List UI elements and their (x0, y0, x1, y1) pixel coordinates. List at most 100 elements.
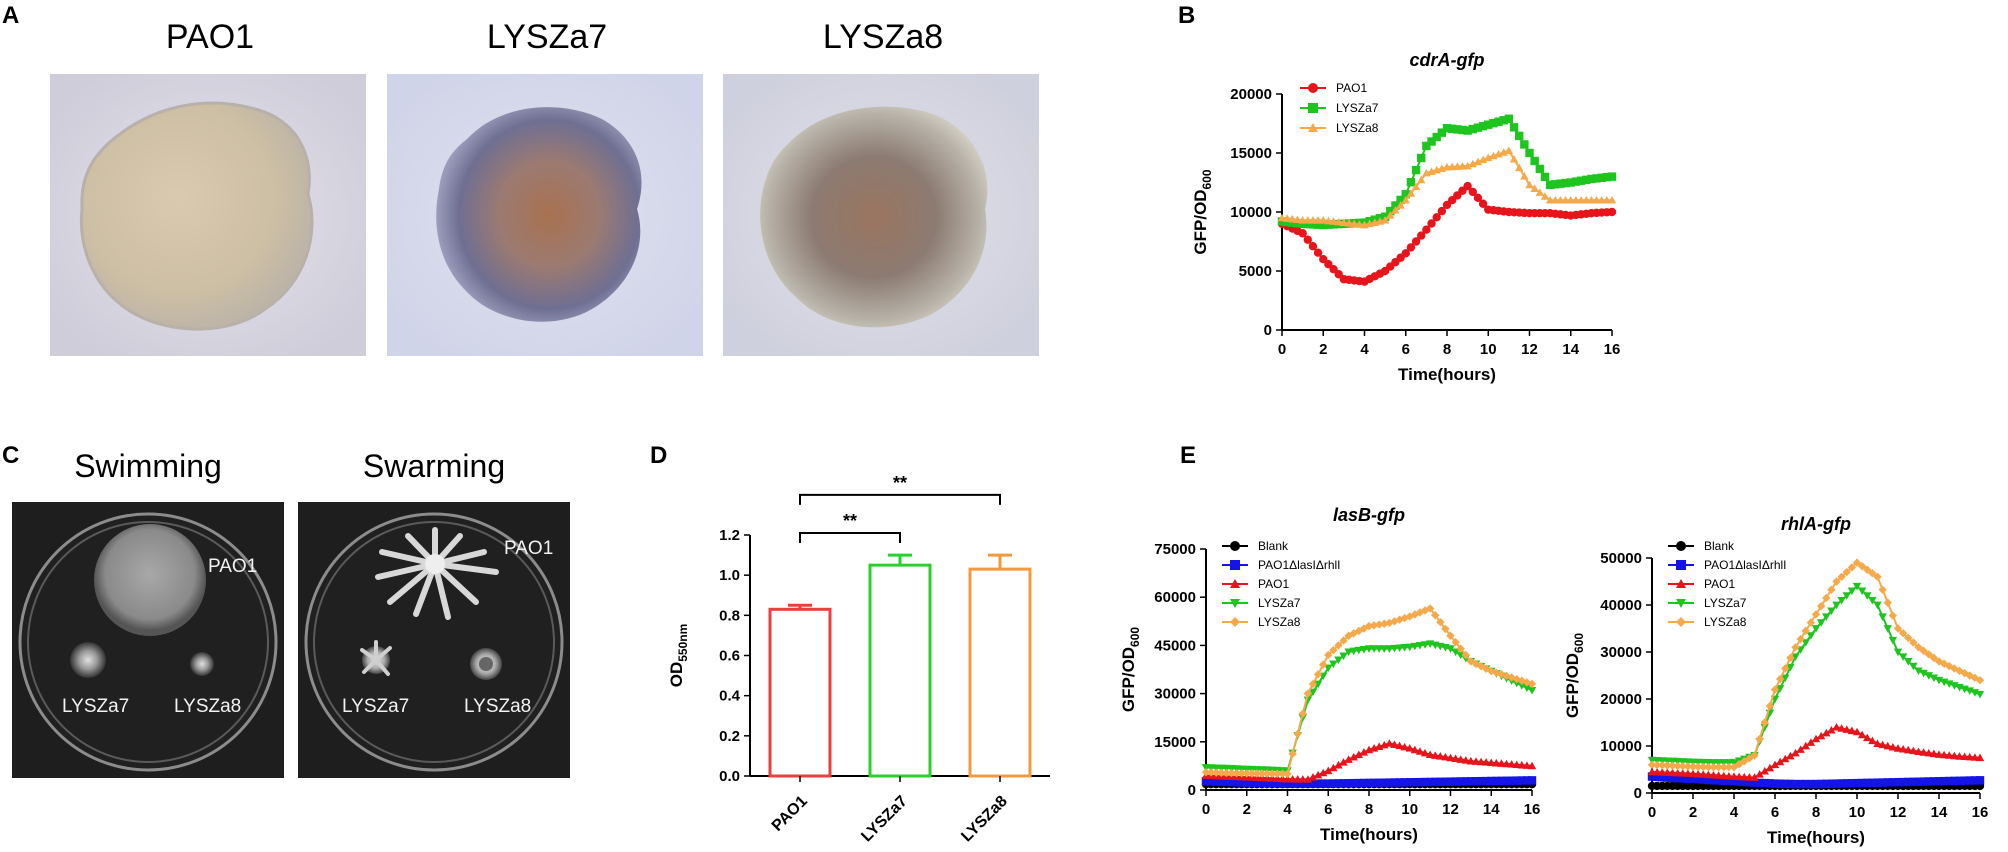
x-tick-label-e2: 14 (1931, 804, 1948, 821)
data-point-e2-2-38 (1842, 725, 1851, 733)
data-point-e1-1-14 (1273, 779, 1282, 788)
data-point-e2-2-27 (1786, 751, 1795, 760)
data-point-e1-4-53 (1471, 659, 1481, 669)
data-point-e1-1-33 (1369, 778, 1379, 788)
data-point-e2-2-51 (1909, 746, 1918, 755)
x-tick-label-e2: 8 (1812, 804, 1820, 821)
data-point-e2-2-56 (1934, 750, 1944, 758)
data-point-e1-1-52 (1466, 777, 1476, 786)
data-point-e1-3-62 (1517, 682, 1527, 690)
data-point-e1-4-25 (1329, 646, 1338, 655)
x-tick-label-e1: 16 (1524, 801, 1541, 818)
data-point-e2-2-33 (1816, 731, 1826, 740)
data-point-e1-2-58 (1497, 759, 1506, 767)
data-point-e1-1-61 (1512, 776, 1521, 785)
data-point-e2-2-29 (1796, 745, 1805, 753)
y-tick-label-e2: 50000 (1600, 550, 1642, 567)
data-point-e2-3-40 (1852, 582, 1862, 591)
data-point-e1-2-59 (1502, 759, 1511, 768)
data-point-e1-2-53 (1471, 757, 1481, 765)
data-point-e2-1-35 (1827, 779, 1836, 788)
data-point-e2-4-43 (1868, 569, 1877, 578)
data-point-b-1-23 (1396, 195, 1405, 205)
data-point-e1-1-18 (1293, 779, 1302, 788)
data-point-e1-4-42 (1415, 608, 1425, 617)
data-point-b-1-54 (1556, 179, 1565, 188)
data-point-e2-2-28 (1791, 748, 1800, 757)
swimming-label-pao1: PAO1 (208, 556, 258, 577)
data-point-e1-1-49 (1451, 777, 1460, 786)
data-point-e1-2-47 (1441, 752, 1450, 761)
legend-label-b-0: PAO1 (1336, 81, 1367, 95)
data-point-e2-2-47 (1888, 742, 1898, 751)
y-tick-label-d: 1.0 (719, 567, 740, 584)
data-point-e1-4-49 (1451, 637, 1460, 647)
y-tick-label-e1: 0 (1188, 782, 1196, 799)
data-point-e1-2-42 (1415, 747, 1425, 755)
data-point-b-2-9 (1324, 216, 1333, 225)
x-tick-label-b: 0 (1278, 341, 1286, 358)
legend-marker-e1-3 (1230, 599, 1240, 608)
data-point-e2-4-25 (1775, 674, 1785, 684)
data-point-e1-4-23 (1318, 660, 1328, 669)
data-point-e1-2-27 (1339, 758, 1348, 766)
data-point-b-1-24 (1401, 190, 1410, 199)
data-point-e2-3-51 (1909, 662, 1918, 671)
data-point-b-2-0 (1277, 213, 1287, 222)
data-point-e2-2-6 (1678, 769, 1687, 777)
ylabel-d: OD550nm (667, 624, 690, 688)
data-point-b-0-7 (1313, 248, 1323, 257)
data-point-e2-1-58 (1945, 776, 1954, 786)
y-tick-label-e2: 20000 (1600, 691, 1642, 708)
data-point-e2-4-36 (1832, 577, 1841, 586)
data-point-e1-1-47 (1441, 777, 1450, 786)
y-tick-label-b: 10000 (1230, 204, 1272, 221)
data-point-e1-1-17 (1288, 779, 1297, 788)
data-point-e2-1-9 (1693, 775, 1703, 784)
x-tick-label-e1: 8 (1365, 801, 1373, 818)
data-point-e1-4-35 (1380, 619, 1389, 628)
data-point-e1-1-10 (1252, 778, 1262, 788)
x-tick-label-b: 10 (1480, 341, 1497, 358)
data-point-e2-4-28 (1791, 643, 1800, 652)
data-point-e1-1-54 (1476, 776, 1486, 786)
data-point-b-1-62 (1597, 173, 1606, 182)
data-point-e1-2-36 (1385, 739, 1394, 747)
data-point-e2-1-48 (1893, 777, 1903, 787)
data-point-e1-1-32 (1364, 778, 1374, 788)
data-point-e1-4-17 (1288, 749, 1297, 759)
data-point-e1-1-59 (1502, 776, 1511, 785)
data-point-b-1-2 (1288, 218, 1297, 227)
data-point-e2-1-53 (1919, 777, 1928, 786)
data-point-e1-2-29 (1349, 752, 1358, 761)
data-point-b-1-51 (1540, 172, 1550, 182)
data-point-e2-1-37 (1837, 779, 1846, 788)
colony-title-lysza8: LYSZa8 (822, 18, 944, 56)
data-point-e1-2-22 (1313, 770, 1323, 779)
panel-label-d: D (650, 442, 668, 469)
data-point-e1-4-14 (1273, 769, 1282, 778)
data-point-e2-1-51 (1909, 777, 1918, 787)
panel-label-c: C (2, 442, 20, 469)
legend-label-e1-4: LYSZa8 (1258, 615, 1301, 629)
y-tick-label-e1: 75000 (1154, 541, 1196, 558)
data-point-b-1-34 (1453, 125, 1462, 134)
data-point-e2-3-49 (1898, 653, 1908, 661)
data-point-e1-1-58 (1497, 776, 1506, 786)
data-point-e1-4-13 (1268, 769, 1277, 778)
legend-label-e2-2: PAO1 (1704, 577, 1735, 591)
data-point-e2-1-12 (1709, 776, 1718, 785)
data-point-e2-2-48 (1893, 744, 1903, 752)
y-tick-label-b: 0 (1264, 322, 1272, 339)
data-point-b-2-49 (1530, 184, 1539, 193)
data-point-b-0-29 (1427, 219, 1436, 228)
data-point-b-1-40 (1484, 120, 1493, 129)
data-point-e1-4-33 (1369, 621, 1379, 630)
data-point-e2-3-25 (1775, 685, 1785, 693)
x-tick-label-e2: 12 (1890, 804, 1907, 821)
data-point-e2-4-37 (1837, 572, 1846, 581)
data-point-e2-4-11 (1704, 762, 1713, 772)
data-point-e2-4-64 (1975, 676, 1985, 685)
data-point-b-2-64 (1607, 196, 1617, 204)
data-point-e2-2-49 (1898, 744, 1908, 753)
